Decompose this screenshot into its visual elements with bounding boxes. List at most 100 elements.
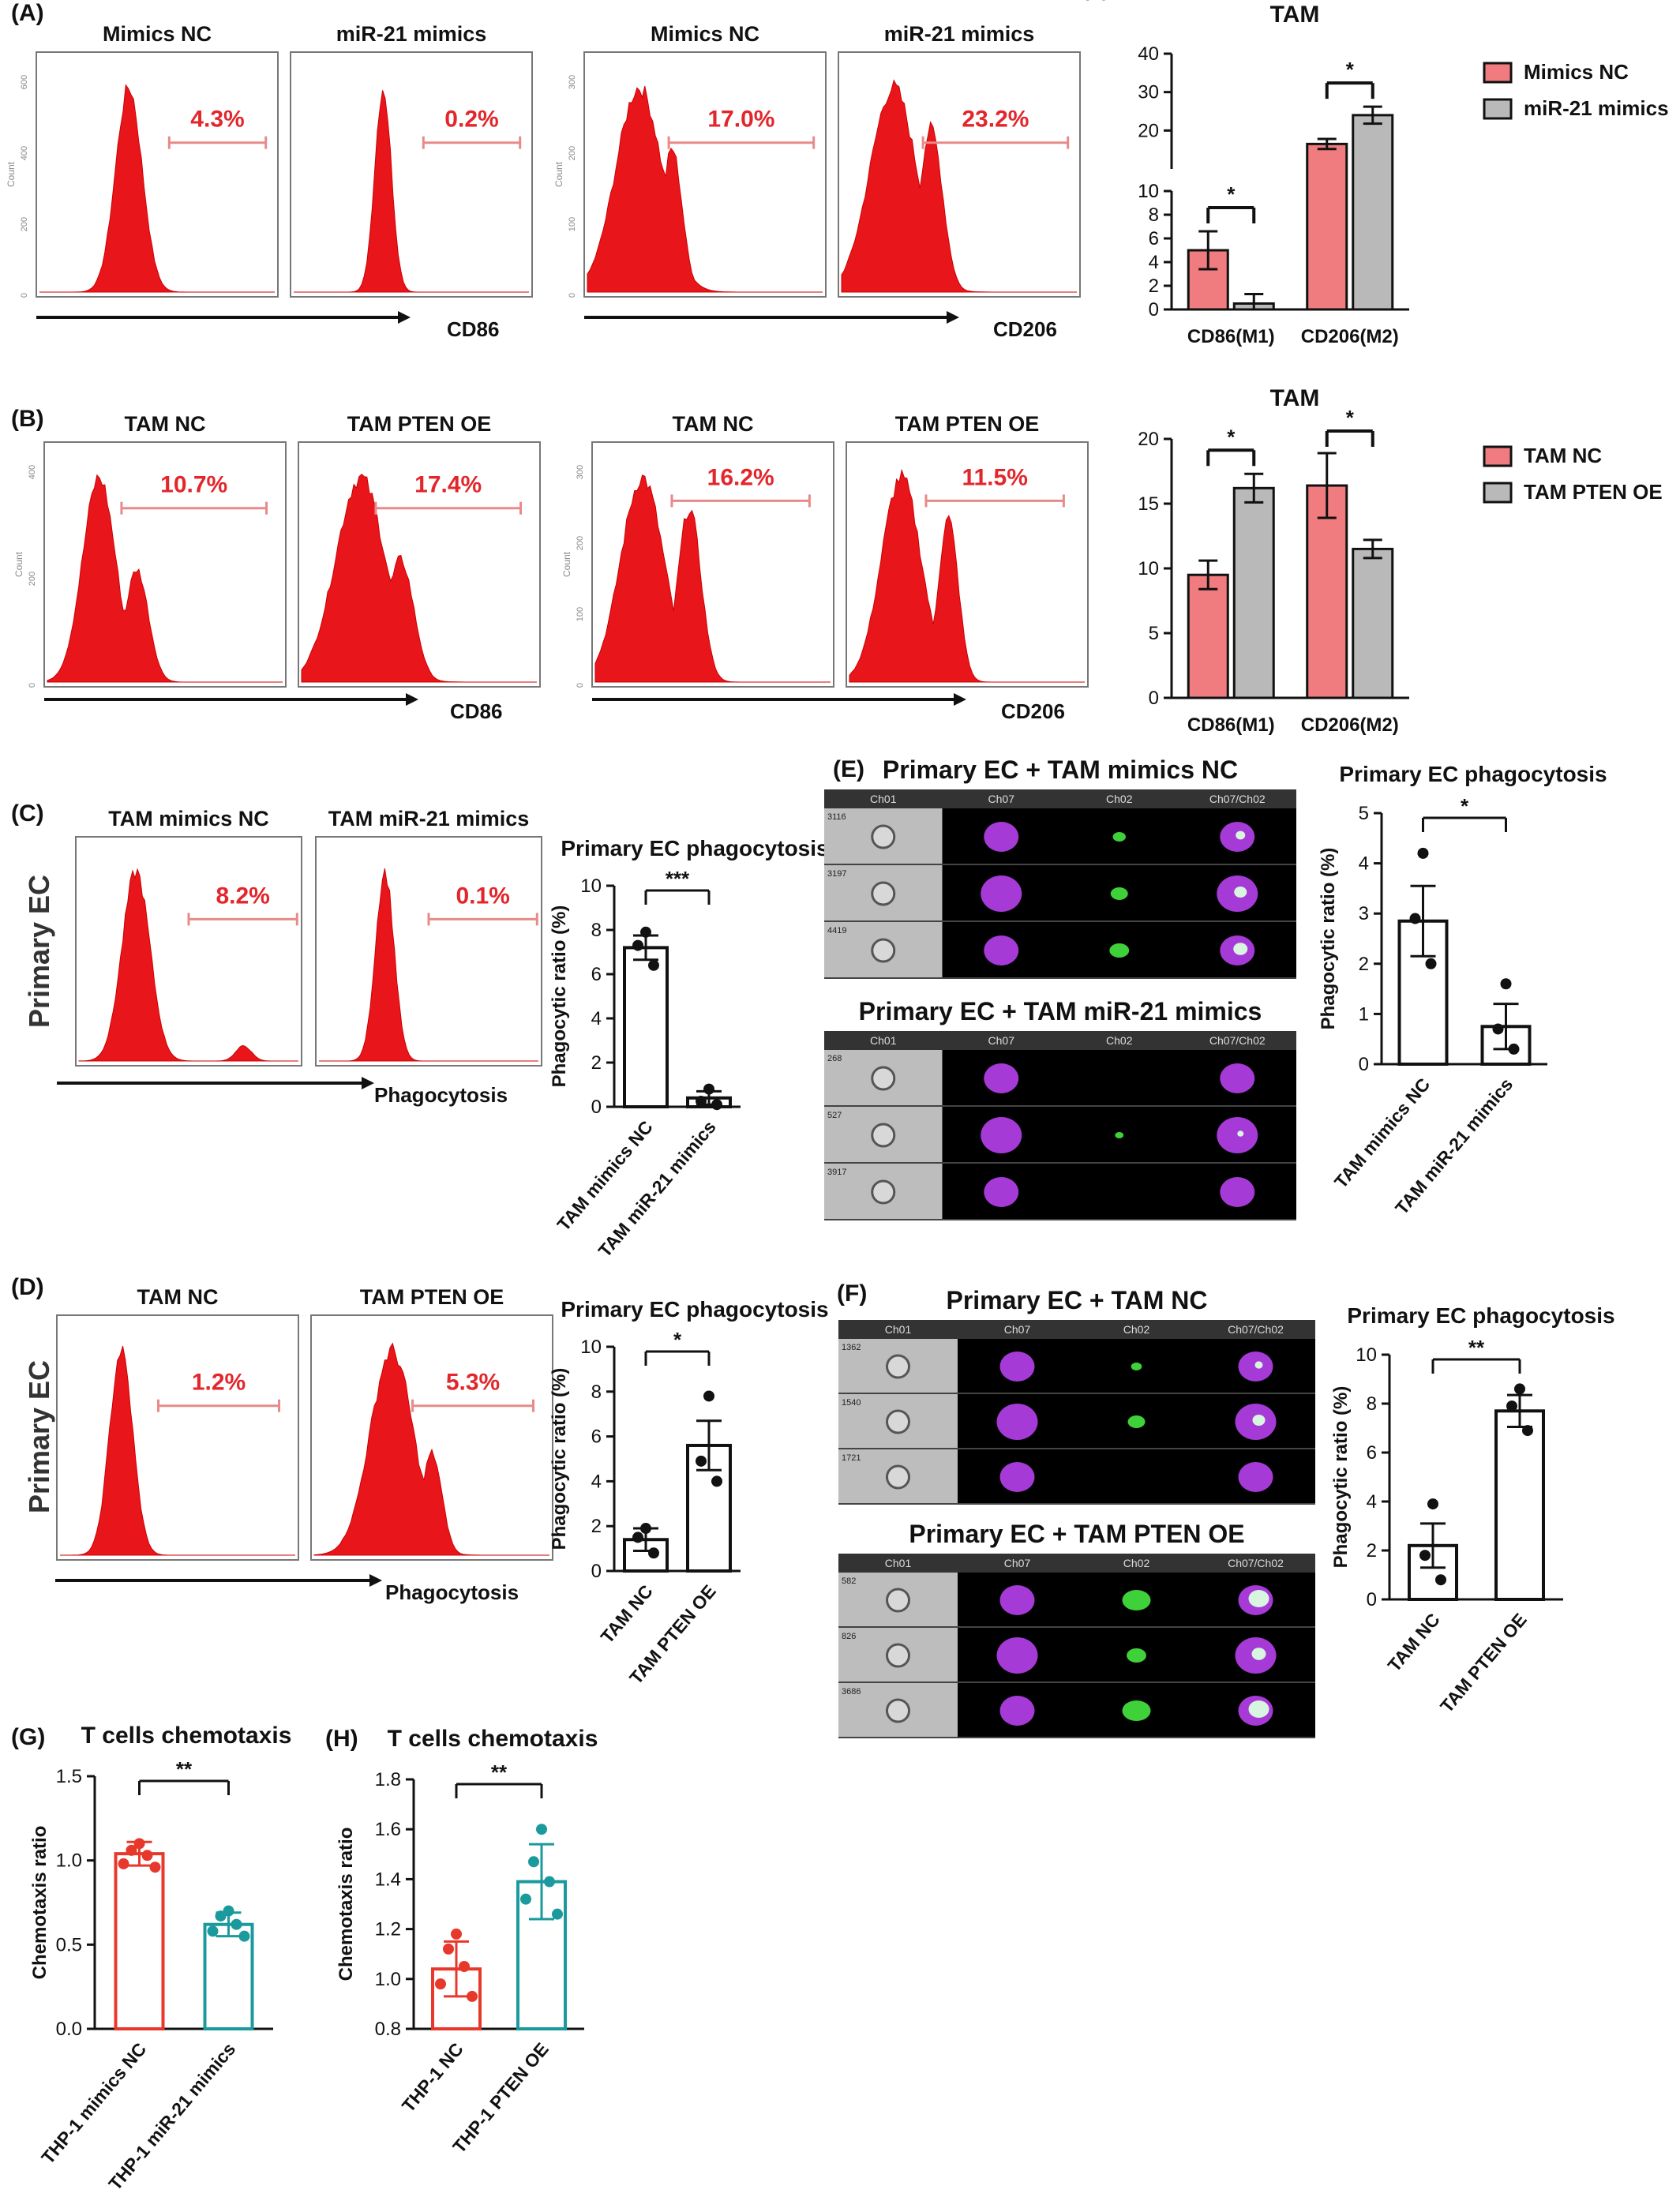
G-bar-ytick-label-0: 0.0 <box>56 2019 82 2040</box>
B-bar-legend-swatch-1 <box>1483 482 1513 504</box>
F-nc-brightfield-blob-1 <box>886 1409 910 1434</box>
E-mimics-channel-0: Ch01 <box>870 1034 897 1047</box>
H-bar-ytick-label-4: 1.6 <box>375 1819 401 1840</box>
panel-letter-B: (B) <box>11 406 44 432</box>
C-bar-ytick-label-2: 4 <box>591 1008 602 1029</box>
A-cd206-gate-percent-1: 23.2% <box>962 107 1029 133</box>
H-bar-point-1-3 <box>520 1893 531 1905</box>
G-bar-sig-label: ** <box>176 1757 193 1781</box>
E-mimics-cell-id-1: 527 <box>827 1111 842 1120</box>
F-oe-channel-2: Ch02 <box>1123 1557 1150 1569</box>
H-bar-point-1-1 <box>528 1856 539 1868</box>
E-bar-ytick-label-0: 0 <box>1359 1054 1369 1075</box>
D-histogram-1 <box>313 1342 549 1556</box>
F-oe-montage-header <box>838 1554 1315 1573</box>
A-cd206-gate-percent-0: 17.0% <box>707 107 774 133</box>
E-nc-brightfield-blob-0 <box>871 824 896 849</box>
C-bar-point-1-0 <box>703 1083 714 1095</box>
E-mimics-channel-1: Ch07 <box>988 1034 1015 1047</box>
E-nc-ch02-signal-0 <box>1112 832 1126 842</box>
B-cd86-axis-label: CD86 <box>450 699 502 723</box>
A-bar-legend-swatch-0 <box>1483 62 1513 84</box>
E-nc-ch02-signal-1 <box>1110 887 1128 900</box>
G-bar-point-0-2 <box>141 1850 153 1861</box>
B-cd206-gate-percent-0: 16.2% <box>707 464 774 490</box>
B-cd86-condition-1: TAM PTEN OE <box>347 412 492 436</box>
E-mimics-merge-cell-2 <box>1220 1177 1255 1207</box>
E-mimics-cell-id-0: 268 <box>827 1054 842 1063</box>
H-bar-point-1-0 <box>536 1824 547 1835</box>
F-oe-montage-title: Primary EC + TAM PTEN OE <box>909 1520 1244 1548</box>
panel-letter-A: (A) <box>11 0 44 26</box>
C-axis-arrowhead <box>362 1077 374 1089</box>
F-bar-point-0-2 <box>1435 1574 1446 1586</box>
E-nc-ch07-cell-1 <box>981 875 1022 912</box>
E-nc-montage-header <box>824 789 1296 808</box>
F-nc-ch07-cell-0 <box>999 1352 1035 1382</box>
A-cd86-axis-label: CD86 <box>447 317 499 341</box>
E-nc-channel-3: Ch07/Ch02 <box>1209 793 1266 805</box>
F-bar-point-1-0 <box>1514 1383 1525 1395</box>
A-cd206-histogram-0 <box>587 85 823 293</box>
F-oe-brightfield-blob-1 <box>886 1643 910 1668</box>
panel-letter-C: (C) <box>11 800 44 827</box>
D-bar-ylabel: Phagocytic ratio (%) <box>549 1368 570 1550</box>
A-bar-title: TAM <box>1270 2 1320 28</box>
B-cd206-ytick-0: 0 <box>576 683 585 688</box>
F-bar-title: Primary EC phagocytosis <box>1347 1303 1614 1328</box>
B-cd206-ylabel: Count <box>561 551 572 577</box>
A-cd86-axis-arrowhead <box>398 311 411 324</box>
D-condition-0: TAM NC <box>137 1285 219 1309</box>
A-bar-bar-0-1 <box>1306 142 1348 311</box>
B-bar-ytick-label-0-2: 10 <box>1138 558 1159 579</box>
A-cd206-ylabel: Count <box>553 161 564 187</box>
A-bar-bar-1-1 <box>1352 114 1394 311</box>
A-bar-category-0: CD86(M1) <box>1187 326 1275 347</box>
E-mimics-montage-header <box>824 1031 1296 1050</box>
panel-letter-G: (G) <box>11 1724 45 1750</box>
H-bar-point-0-2 <box>459 1961 470 1972</box>
B-cd86-ytick-1: 200 <box>28 572 37 586</box>
D-bar-point-1-0 <box>703 1390 714 1402</box>
H-bar-point-0-1 <box>443 1943 454 1955</box>
A-cd86-ytick-0: 0 <box>20 293 29 298</box>
A-cd206-ytick-2: 200 <box>568 146 577 160</box>
F-nc-channel-0: Ch01 <box>885 1323 912 1336</box>
F-oe-cell-id-2: 3686 <box>842 1687 861 1696</box>
F-oe-brightfield-blob-0 <box>886 1588 910 1613</box>
F-nc-merge-signal-1 <box>1252 1415 1266 1426</box>
B-bar-sig-label-1: * <box>1346 406 1355 429</box>
F-oe-merge-signal-0 <box>1248 1590 1269 1607</box>
E-bar-ytick-label-3: 3 <box>1359 903 1369 924</box>
F-oe-ch02-signal-1 <box>1127 1648 1146 1663</box>
B-cd206-histogram-1 <box>849 468 1085 683</box>
F-nc-merge-cell-2 <box>1238 1462 1273 1492</box>
E-mimics-cell-id-2: 3917 <box>827 1168 846 1177</box>
F-bar-ytick-label-1: 2 <box>1367 1540 1377 1562</box>
E-mimics-merge-signal-1 <box>1237 1130 1244 1137</box>
E-nc-ch07-cell-0 <box>984 822 1019 852</box>
B-cd86-ytick-0: 0 <box>28 683 37 688</box>
F-bar-ylabel: Phagocytic ratio (%) <box>1330 1386 1352 1569</box>
B-cd86-gate-percent-1: 17.4% <box>414 472 482 498</box>
C-bar-point-0-1 <box>632 939 643 951</box>
B-cd206-histogram-0 <box>594 474 831 683</box>
F-nc-merge-signal-0 <box>1254 1361 1263 1369</box>
E-mimics-ch02-signal-1 <box>1115 1132 1124 1138</box>
E-nc-merge-signal-0 <box>1236 830 1246 840</box>
A-bar-legend-label-1: miR-21 mimics <box>1524 96 1669 120</box>
C-bar-ylabel: Phagocytic ratio (%) <box>549 905 570 1088</box>
E-mimics-ch07-cell-0 <box>984 1063 1019 1093</box>
A-cd206-axis-label: CD206 <box>993 317 1057 341</box>
E-bar-point-0-2 <box>1425 958 1437 969</box>
C-row-label: Primary EC <box>23 875 55 1028</box>
H-bar-ytick-label-2: 1.2 <box>375 1919 401 1940</box>
A-cd86-condition-1: miR-21 mimics <box>336 22 487 46</box>
G-bar-ytick-label-2: 1.0 <box>56 1850 82 1872</box>
H-bar-point-1-2 <box>544 1876 555 1888</box>
E-nc-merge-signal-1 <box>1234 887 1247 898</box>
A-cd86-ytick-1: 200 <box>20 217 29 231</box>
B-cd86-ylabel: Count <box>13 551 24 577</box>
B-bar-sig-label-0: * <box>1227 425 1236 448</box>
B-cd206-condition-1: TAM PTEN OE <box>895 412 1040 436</box>
